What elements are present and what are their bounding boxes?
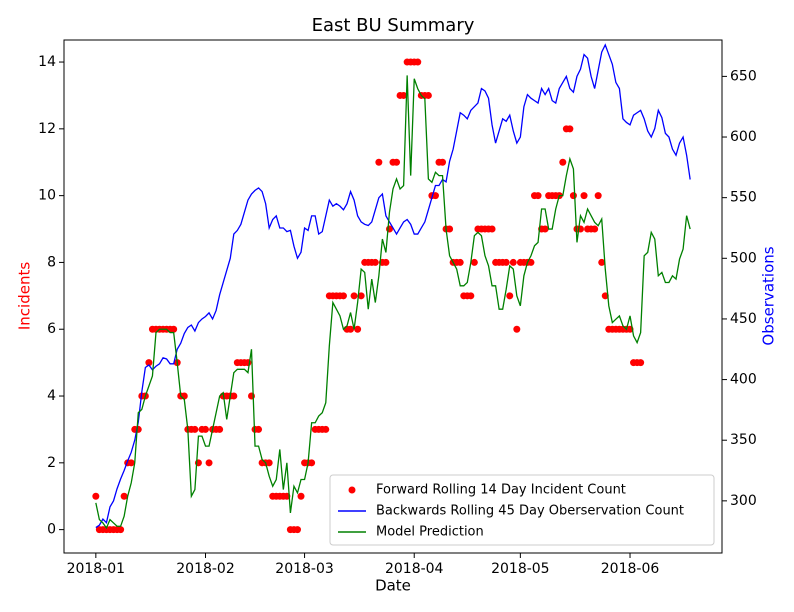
legend-label: Backwards Rolling 45 Day Oberservation C…	[376, 504, 684, 519]
data-point	[354, 325, 362, 333]
data-point	[202, 425, 210, 433]
data-point	[322, 425, 330, 433]
data-point	[216, 425, 224, 433]
y-axis-label: Incidents	[16, 262, 34, 330]
data-point	[145, 359, 153, 367]
data-point	[400, 91, 408, 99]
y2-axis-label: Observations	[760, 246, 778, 345]
y-tick-label: 10	[38, 188, 56, 204]
data-point	[255, 425, 263, 433]
data-point	[470, 258, 478, 266]
data-point	[488, 225, 496, 233]
series-line	[95, 75, 691, 530]
series-line	[95, 43, 691, 529]
data-point	[467, 292, 475, 300]
data-point	[534, 192, 542, 200]
x-tick-label: 2018-06	[601, 561, 660, 577]
data-point	[431, 192, 439, 200]
y2-tick-label: 650	[730, 68, 757, 84]
data-point	[375, 158, 383, 166]
data-point	[393, 158, 401, 166]
y-tick-label: 8	[47, 254, 56, 270]
data-point	[347, 325, 355, 333]
data-point	[513, 325, 521, 333]
data-point	[92, 492, 100, 500]
x-tick-label: 2018-03	[275, 561, 334, 577]
data-point	[308, 459, 316, 467]
data-point	[230, 392, 238, 400]
y-tick-label: 0	[47, 522, 56, 538]
data-point	[527, 258, 535, 266]
y-tick-label: 4	[47, 388, 56, 404]
y-tick-label: 6	[47, 321, 56, 337]
data-point	[120, 492, 128, 500]
y-tick-label: 2	[47, 455, 56, 471]
data-point	[205, 459, 213, 467]
legend-label: Model Prediction	[376, 525, 484, 540]
data-point	[569, 192, 577, 200]
data-point	[598, 258, 606, 266]
data-point	[127, 459, 135, 467]
data-point	[559, 158, 567, 166]
data-point	[297, 492, 305, 500]
legend-marker	[348, 486, 356, 494]
data-point	[371, 258, 379, 266]
chart-title: East BU Summary	[312, 15, 475, 36]
y2-tick-label: 600	[730, 129, 757, 145]
data-point	[446, 225, 454, 233]
data-point	[350, 292, 358, 300]
data-point	[247, 392, 255, 400]
data-point	[170, 325, 178, 333]
x-tick-label: 2018-02	[176, 561, 235, 577]
data-point	[439, 158, 447, 166]
data-point	[566, 125, 574, 133]
data-point	[424, 91, 432, 99]
x-axis-label: Date	[375, 577, 411, 595]
data-point	[456, 258, 464, 266]
data-point	[509, 258, 517, 266]
plot-frame	[63, 39, 723, 554]
data-point	[117, 526, 125, 534]
y2-tick-label: 550	[730, 190, 757, 206]
data-point	[601, 292, 609, 300]
y2-tick-label: 350	[730, 432, 757, 448]
data-point	[506, 292, 514, 300]
x-tick-label: 2018-01	[67, 561, 126, 577]
y2-tick-label: 300	[730, 493, 757, 509]
data-point	[382, 258, 390, 266]
legend-box	[329, 474, 715, 546]
legend-label: Forward Rolling 14 Day Incident Count	[376, 483, 626, 498]
x-tick-label: 2018-04	[385, 561, 444, 577]
data-point	[265, 459, 273, 467]
data-point	[591, 225, 599, 233]
y2-tick-label: 400	[730, 372, 757, 388]
data-point	[594, 192, 602, 200]
data-point	[502, 258, 510, 266]
y-tick-label: 14	[38, 54, 56, 70]
data-point	[637, 359, 645, 367]
y2-tick-label: 450	[730, 311, 757, 327]
data-point	[191, 425, 199, 433]
x-tick-label: 2018-05	[491, 561, 550, 577]
y2-tick-label: 500	[730, 250, 757, 266]
data-point	[357, 292, 365, 300]
data-point	[414, 58, 422, 66]
data-point	[580, 192, 588, 200]
y-tick-label: 12	[38, 121, 56, 137]
data-point	[339, 292, 347, 300]
data-point	[541, 225, 549, 233]
data-point	[293, 526, 301, 534]
